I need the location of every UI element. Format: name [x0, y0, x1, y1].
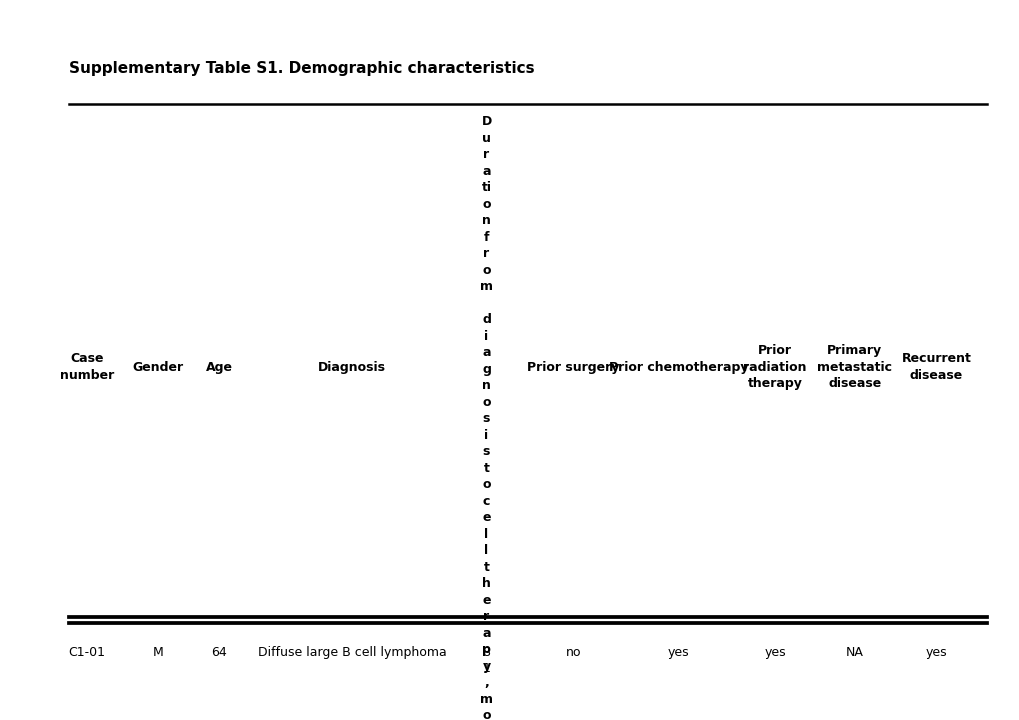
Text: no: no	[565, 646, 581, 659]
Text: Prior
radiation
therapy: Prior radiation therapy	[743, 344, 806, 390]
Text: Prior chemotherapy: Prior chemotherapy	[608, 361, 747, 374]
Text: M: M	[153, 646, 163, 659]
Text: Prior surgery: Prior surgery	[527, 361, 619, 374]
Text: 64: 64	[211, 646, 227, 659]
Text: yes: yes	[666, 646, 689, 659]
Text: Case
number: Case number	[59, 353, 114, 382]
Text: D
u
r
a
ti
o
n
f
r
o
m

d
i
a
g
n
o
s
i
s
t
o
c
e
l
l
t
h
e
r
a
p
y
,
m
o
n
t
h
: D u r a ti o n f r o m d i a g n o s i s…	[480, 115, 492, 720]
Text: Diagnosis: Diagnosis	[318, 361, 385, 374]
Text: Supplementary Table S1. Demographic characteristics: Supplementary Table S1. Demographic char…	[69, 60, 534, 76]
Text: Gender: Gender	[132, 361, 183, 374]
Text: 8
1: 8 1	[482, 646, 490, 675]
Text: Primary
metastatic
disease: Primary metastatic disease	[816, 344, 892, 390]
Text: C1-01: C1-01	[68, 646, 105, 659]
Text: Recurrent
disease: Recurrent disease	[901, 353, 970, 382]
Text: Diffuse large B cell lymphoma: Diffuse large B cell lymphoma	[257, 646, 446, 659]
Text: yes: yes	[924, 646, 947, 659]
Text: NA: NA	[845, 646, 863, 659]
Text: Age: Age	[206, 361, 232, 374]
Text: yes: yes	[763, 646, 786, 659]
